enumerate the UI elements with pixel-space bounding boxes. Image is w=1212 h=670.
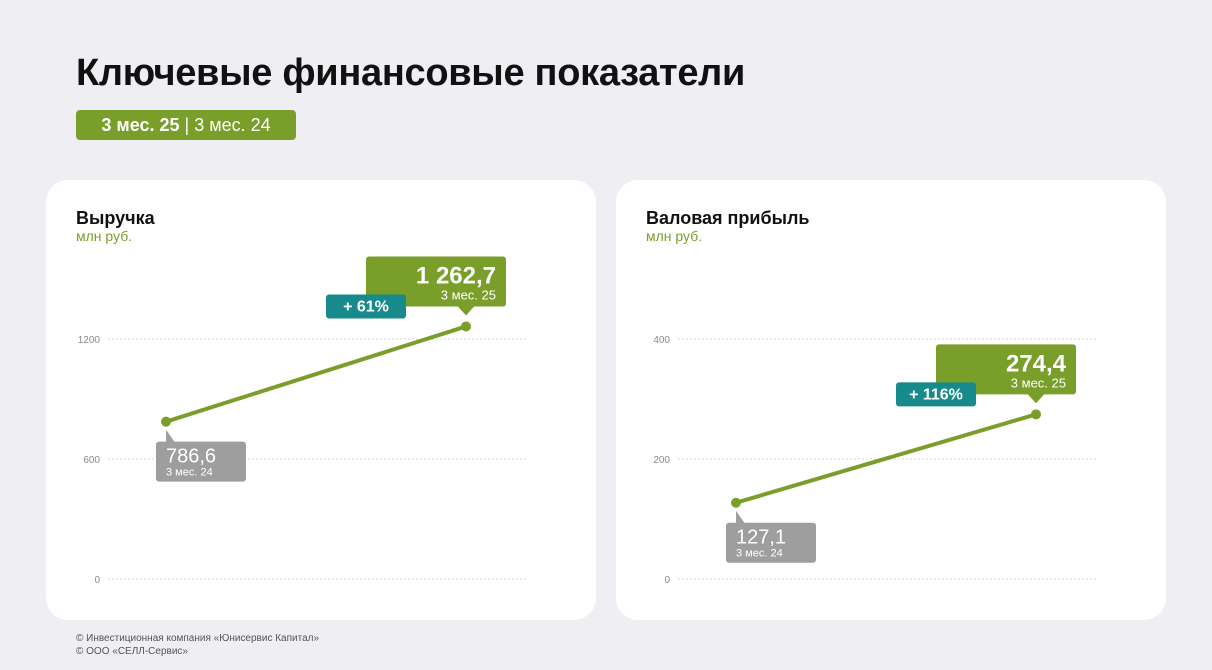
category-label-current: 3 мес. 25 xyxy=(441,287,496,302)
change-badge xyxy=(896,382,976,407)
period-separator: | xyxy=(184,114,190,135)
y-tick-label: 600 xyxy=(83,455,100,466)
category-label-previous: 3 мес. 24 xyxy=(736,548,783,560)
change-label: + 61% xyxy=(343,298,389,315)
period-previous: 3 мес. 24 xyxy=(194,114,271,135)
footer-copyright-2: © ООО «СЕЛЛ-Сервис» xyxy=(76,646,188,657)
revenue-card: Выручка млн руб. 0 600 1200 786,6 3 мес. 24 1… xyxy=(46,180,596,620)
y-tick-label: 1200 xyxy=(78,335,101,346)
footer-copyright-1: © Инвестиционная компания «Юнисервис Кап… xyxy=(76,633,320,644)
change-badge xyxy=(326,294,406,319)
callout-pointer xyxy=(457,305,475,316)
callout-pointer xyxy=(736,510,745,524)
footer: © Инвестиционная компания «Юнисервис Кап… xyxy=(76,632,319,658)
data-point xyxy=(731,497,741,508)
series-line xyxy=(734,412,1038,505)
value-label-previous: 786,6 xyxy=(166,446,216,468)
gross-profit-chart: 0 200 400 127,13 мес. 24 274,43 мес. 25 + 116… xyxy=(653,335,1098,586)
category-label-current: 3 мес. 25 xyxy=(1011,375,1066,390)
change-label: + 116% xyxy=(909,386,963,403)
data-point xyxy=(1031,409,1041,420)
gross-profit-card: Валовая прибыль млн руб. 0 200 400 127,1 3 м… xyxy=(616,180,1166,620)
period-current: 3 мес. 25 xyxy=(101,114,180,135)
y-tick-label: 0 xyxy=(664,575,670,586)
callout-previous xyxy=(726,522,816,563)
data-point xyxy=(461,321,471,332)
page-title: Ключевые финансовые показатели xyxy=(76,52,746,94)
value-label-previous: 127,1 xyxy=(736,527,786,549)
period-badge: 3 мес. 25 | 3 мес. 24 xyxy=(76,110,296,140)
gross-profit-unit: млн руб. xyxy=(646,228,703,244)
callout-pointer xyxy=(1027,393,1045,404)
callout-current xyxy=(366,256,506,307)
callout-pointer xyxy=(166,429,175,443)
y-tick-label: 200 xyxy=(653,455,670,466)
value-label-current: 274,4 xyxy=(1006,350,1067,377)
revenue-chart: 0 600 1200 786,63 мес. 24 1 262,73 мес. 25 + … xyxy=(78,256,528,586)
series-line xyxy=(164,324,468,424)
category-label-previous: 3 мес. 24 xyxy=(166,467,213,479)
revenue-title: Выручка xyxy=(76,208,155,228)
revenue-unit: млн руб. xyxy=(76,228,133,244)
value-label-current: 1 262,7 xyxy=(416,262,496,289)
y-tick-label: 0 xyxy=(94,575,100,586)
callout-previous xyxy=(156,441,246,482)
gross-profit-title: Валовая прибыль xyxy=(646,208,810,228)
data-point xyxy=(161,416,171,427)
y-tick-label: 400 xyxy=(653,335,670,346)
callout-current xyxy=(936,344,1076,395)
